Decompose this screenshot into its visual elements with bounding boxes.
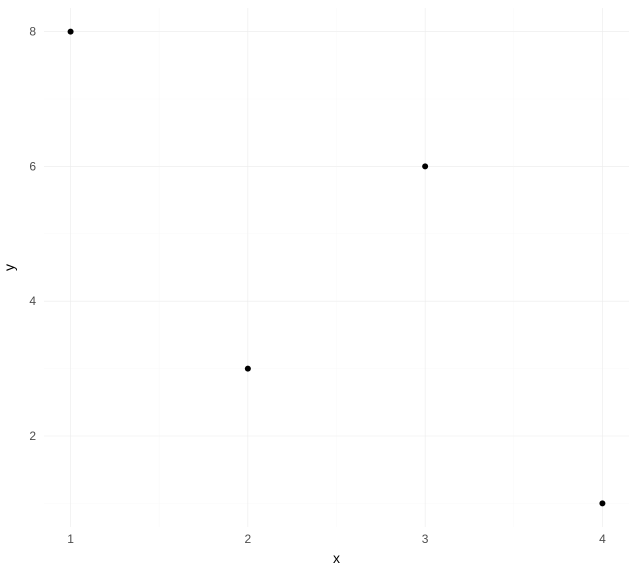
data-point [68,29,74,35]
scatter-chart: 1 2 3 4 2 4 6 8 x y [0,0,639,571]
y-axis-title: y [1,264,17,271]
x-tick-label: 1 [67,532,74,546]
data-point [599,500,605,506]
y-tick-label: 2 [29,429,36,443]
x-tick-label: 3 [422,532,429,546]
x-tick-label: 4 [599,532,606,546]
data-point [422,163,428,169]
y-tick-label: 4 [29,294,36,308]
chart-svg: 1 2 3 4 2 4 6 8 x y [0,0,639,571]
y-tick-label: 6 [29,159,36,173]
y-tick-label: 8 [29,25,36,39]
data-point [245,366,251,372]
x-axis-title: x [333,550,340,566]
x-tick-label: 2 [245,532,252,546]
